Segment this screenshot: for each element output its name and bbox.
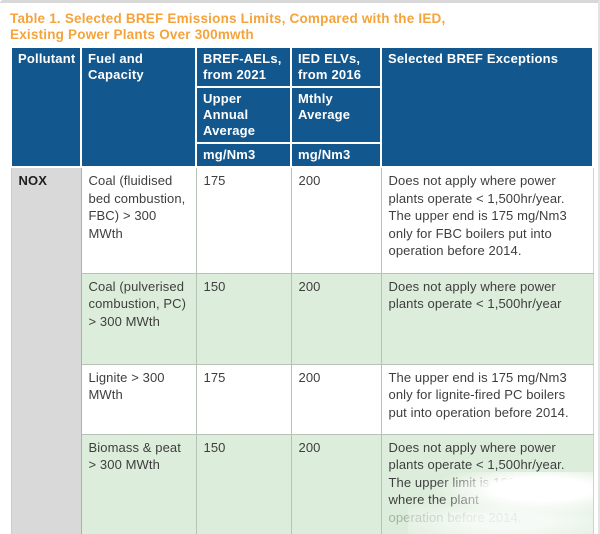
ied-value-cell: 200 (290, 433, 382, 534)
exception-cell: Does not apply where power plants operat… (380, 166, 594, 274)
header-ied-elvs: IED ELVs, from 2016 (290, 46, 382, 88)
header-fuel-capacity: Fuel and Capacity (80, 46, 197, 168)
exception-faded-text: operation before 2014. (388, 509, 522, 525)
exception-cell: Does not apply where power plants operat… (380, 272, 594, 365)
header-bref-average-type: Upper Annual Average (195, 86, 292, 144)
page-frame-right-edge (598, 0, 600, 534)
fuel-cell: Coal (pulverised combustion, PC) > 300 M… (80, 272, 197, 365)
table-row: Coal (pulverised combustion, PC) > 300 M… (11, 272, 594, 365)
table-row: Lignite > 300 MWth 175 200 The upper end… (11, 363, 594, 435)
table-title-line1: Table 1. Selected BREF Emissions Limits,… (10, 11, 446, 26)
bref-value-cell: 150 (195, 272, 292, 365)
bref-value-cell: 175 (195, 166, 292, 274)
table-header: Pollutant Fuel and Capacity BREF-AELs, f… (10, 46, 594, 168)
exception-text: Does not apply where power plants operat… (388, 439, 565, 508)
header-bref-unit: mg/Nm3 (195, 142, 292, 168)
fuel-cell: Biomass & peat > 300 MWth (80, 433, 197, 534)
header-pollutant: Pollutant (10, 46, 82, 168)
header-bref-exceptions: Selected BREF Exceptions (380, 46, 594, 168)
exception-cell: Does not apply where power plants operat… (380, 433, 594, 534)
table-title-line2: Existing Power Plants Over 300mwth (10, 27, 254, 42)
fuel-cell: Coal (fluidised bed combustion, FBC) > 3… (80, 166, 197, 274)
header-bref-aels: BREF-AELs, from 2021 (195, 46, 292, 88)
table-row: NOX Coal (fluidised bed combustion, FBC)… (10, 166, 594, 534)
page-frame-top-edge (0, 0, 600, 3)
ied-value-cell: 200 (290, 363, 382, 435)
exception-cell: The upper end is 175 mg/Nm3 only for lig… (380, 363, 594, 435)
pollutant-group-cell: NOX (10, 166, 82, 534)
emissions-table-wrapper: Pollutant Fuel and Capacity BREF-AELs, f… (10, 46, 594, 534)
fuel-cell: Lignite > 300 MWth (80, 363, 197, 435)
emissions-limits-table: Pollutant Fuel and Capacity BREF-AELs, f… (10, 46, 594, 534)
ied-value-cell: 200 (290, 166, 382, 274)
header-ied-average-type: Mthly Average (290, 86, 382, 144)
bref-value-cell: 175 (195, 363, 292, 435)
table-title: Table 1. Selected BREF Emissions Limits,… (10, 11, 592, 43)
header-ied-unit: mg/Nm3 (290, 142, 382, 168)
bref-value-cell: 150 (195, 433, 292, 534)
table-row: Biomass & peat > 300 MWth 150 200 Does n… (11, 433, 594, 534)
ied-value-cell: 200 (290, 272, 382, 365)
table-body: NOX Coal (fluidised bed combustion, FBC)… (10, 166, 594, 534)
